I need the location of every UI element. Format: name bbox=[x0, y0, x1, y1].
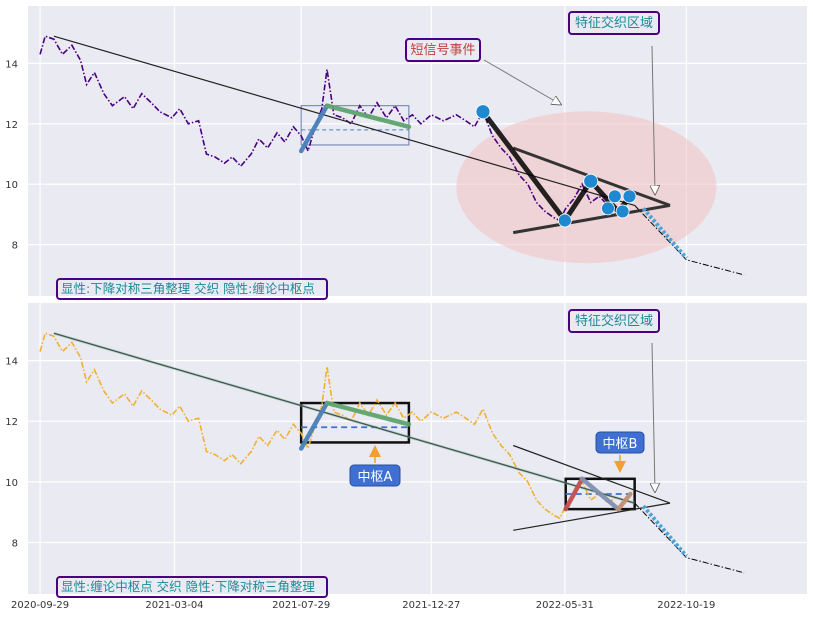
y-tick-label: 10 bbox=[5, 180, 18, 191]
y-tick-label: 12 bbox=[5, 417, 18, 428]
bottom-region-label: 特征交织区域 bbox=[575, 313, 653, 329]
top-bottom-label: 显性:下降对称三角整理 交织 隐性:缠论中枢点 bbox=[61, 281, 315, 296]
top-bottom-label-border bbox=[56, 278, 328, 300]
signal-marker bbox=[601, 201, 615, 216]
bottom-panel-content bbox=[39, 331, 745, 574]
x-tick-label: 2022-05-31 bbox=[536, 600, 594, 611]
signal-arrow bbox=[483, 59, 560, 104]
trading-stroke bbox=[563, 476, 585, 512]
region-arrow bbox=[652, 342, 655, 491]
trading-stroke bbox=[324, 103, 412, 130]
trend-line bbox=[53, 332, 635, 504]
pivot-b-label: 中枢B bbox=[603, 437, 638, 452]
x-tick-label: 2020-09-29 bbox=[11, 600, 69, 611]
signal-marker bbox=[622, 189, 637, 204]
bottom-bottom-label-border bbox=[56, 576, 328, 598]
y-tick-label: 14 bbox=[5, 59, 18, 70]
bottom-panel-background bbox=[28, 303, 807, 594]
trading-stroke bbox=[298, 400, 330, 451]
trend-line bbox=[512, 444, 671, 504]
price-series-line bbox=[39, 35, 618, 222]
trend-line-highlight bbox=[53, 331, 636, 505]
bottom-bottom-label: 显性:缠论中枢点 交织 隐性:下降对称三角整理 bbox=[61, 579, 315, 594]
bottom-region-label-border bbox=[568, 309, 660, 333]
trading-stroke bbox=[298, 103, 330, 154]
y-tick-label: 8 bbox=[12, 241, 18, 252]
y-tick-label: 10 bbox=[5, 478, 18, 489]
projected-leg bbox=[641, 207, 688, 260]
trading-stroke bbox=[616, 491, 633, 512]
pivot-b-label-box bbox=[595, 431, 645, 454]
region-arrow bbox=[652, 45, 655, 193]
x-tick-label: 2021-03-04 bbox=[145, 600, 203, 611]
y-tick-label: 14 bbox=[5, 357, 18, 368]
x-tick-label: 2022-10-19 bbox=[657, 600, 715, 611]
bottom-panel-y-ticks: 8 10 12 14 bbox=[5, 357, 18, 550]
bottom-panel-grid bbox=[28, 303, 807, 594]
top-signal-label-border bbox=[405, 38, 481, 62]
top-panel-content bbox=[39, 35, 745, 276]
top-signal-label: 短信号事件 bbox=[410, 43, 475, 58]
trading-stroke bbox=[579, 476, 621, 512]
projection-line bbox=[634, 502, 745, 574]
pivot-a-label-box bbox=[349, 464, 401, 487]
y-tick-label: 12 bbox=[5, 120, 18, 131]
y-tick-label: 8 bbox=[12, 538, 18, 549]
bottom-panel: 8 10 12 14 特征交织区域 显性:缠论中枢点 交织 隐性:下降对称三角整理 中… bbox=[5, 303, 807, 598]
pivot-a-label: 中枢A bbox=[358, 470, 393, 485]
trading-stroke bbox=[324, 400, 412, 427]
signal-marker bbox=[615, 204, 630, 219]
price-series-line bbox=[39, 332, 618, 520]
signal-marker bbox=[607, 189, 622, 204]
signal-marker bbox=[583, 173, 599, 189]
projection-line bbox=[634, 205, 745, 276]
signal-marker bbox=[475, 104, 491, 120]
top-panel-y-ticks: 8 10 12 14 bbox=[5, 59, 18, 251]
top-region-label: 特征交织区域 bbox=[575, 15, 653, 31]
trend-line bbox=[53, 35, 635, 206]
top-region-label-border bbox=[568, 11, 660, 35]
x-tick-label: 2021-07-29 bbox=[272, 600, 330, 611]
x-axis-ticks: 2020-09-29 2021-03-04 2021-07-29 2021-12-27… bbox=[11, 600, 715, 611]
x-tick-label: 2021-12-27 bbox=[402, 600, 460, 611]
signal-marker bbox=[557, 213, 572, 228]
projected-leg bbox=[641, 504, 688, 558]
top-panel: 8 10 12 14 特征交织区域 短信号事件 显性:下降对称三角整理 交织 隐性:缠… bbox=[5, 6, 807, 300]
